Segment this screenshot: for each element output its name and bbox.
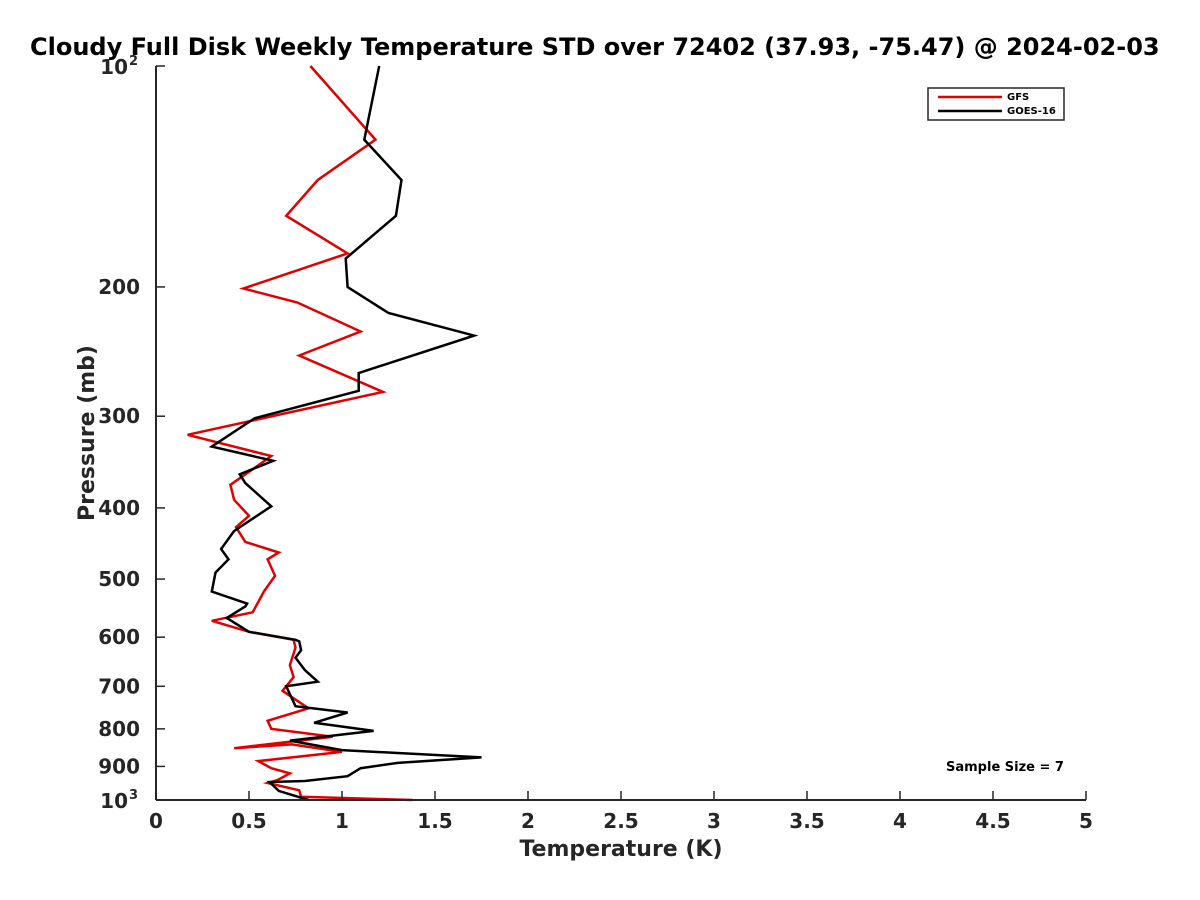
x-tick-label: 3.5 bbox=[789, 809, 824, 833]
chart-title: Cloudy Full Disk Weekly Temperature STD … bbox=[30, 33, 1160, 61]
x-tick-label: 1 bbox=[335, 809, 349, 833]
plot-area bbox=[156, 66, 1086, 800]
y-tick-label: 600 bbox=[98, 625, 140, 649]
y-tick-exponent: 2 bbox=[129, 54, 138, 69]
legend-box bbox=[927, 87, 1065, 121]
x-ticks: 0 0.5 1 1.5 2 2.5 3 3.5 4 4.5 5 bbox=[149, 791, 1093, 833]
x-tick-label: 2.5 bbox=[603, 809, 638, 833]
x-tick-label: 5 bbox=[1079, 809, 1093, 833]
y-tick-label: 10 bbox=[100, 789, 128, 813]
x-tick-label: 0.5 bbox=[231, 809, 266, 833]
x-tick-label: 0 bbox=[149, 809, 163, 833]
sample-size-annotation: Sample Size = 7 bbox=[946, 760, 1064, 775]
y-tick-label: 700 bbox=[98, 674, 140, 698]
legend: GFS GOES-16 bbox=[927, 87, 1065, 121]
y-axis-label: Pressure (mb) bbox=[75, 345, 100, 521]
series-line-goes16 bbox=[208, 65, 482, 802]
y-tick-label: 300 bbox=[98, 404, 140, 428]
legend-label-gfs: GFS bbox=[1007, 92, 1029, 103]
series-line-gfs bbox=[187, 65, 413, 802]
y-tick-label: 400 bbox=[98, 496, 140, 520]
x-axis-label: Temperature (K) bbox=[519, 837, 722, 862]
x-tick-label: 3 bbox=[707, 809, 721, 833]
y-tick-label: 500 bbox=[98, 567, 140, 591]
x-tick-label: 1.5 bbox=[417, 809, 452, 833]
x-tick-label: 2 bbox=[521, 809, 535, 833]
x-tick-label: 4 bbox=[893, 809, 907, 833]
legend-label-goes16: GOES-16 bbox=[1007, 106, 1056, 117]
y-tick-label: 200 bbox=[98, 275, 140, 299]
y-tick-exponent: 3 bbox=[129, 788, 138, 803]
y-tick-label: 10 bbox=[100, 55, 128, 79]
series-layer bbox=[187, 65, 482, 802]
y-tick-label: 900 bbox=[98, 754, 140, 778]
y-tick-label: 800 bbox=[98, 717, 140, 741]
x-tick-label: 4.5 bbox=[975, 809, 1010, 833]
